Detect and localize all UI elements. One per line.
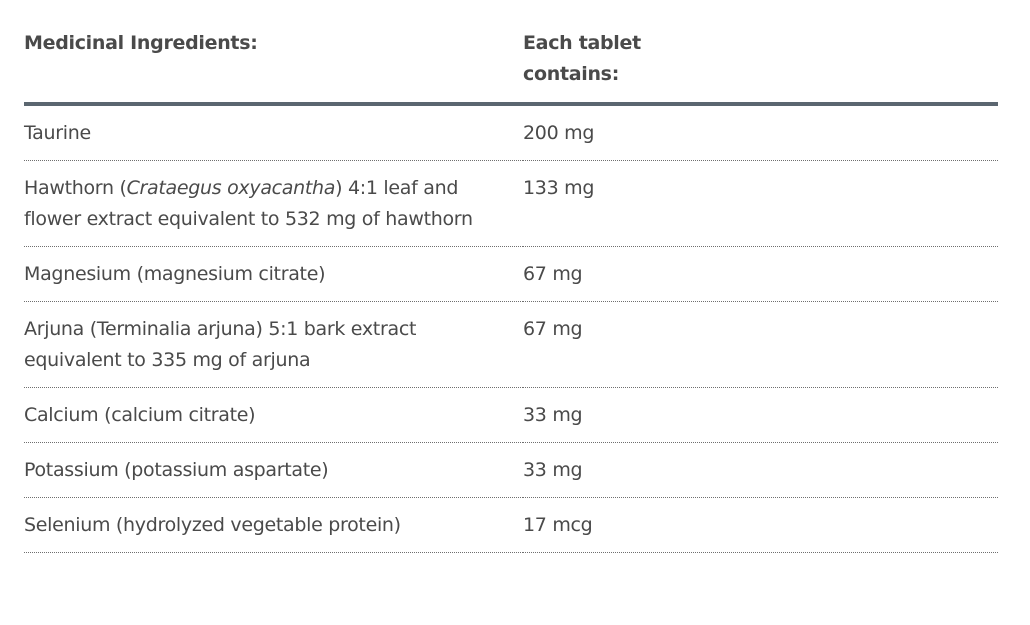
ingredient-text: Crataegus oxyacantha: [126, 177, 336, 199]
amount-cell: 200 mg: [523, 104, 998, 161]
ingredient-text: ) 4:1 leaf and flower extract equivalent…: [24, 177, 473, 230]
ingredient-cell: Calcium (calcium citrate): [24, 387, 523, 443]
ingredient-cell: Potassium (potassium aspartate): [24, 442, 523, 498]
amount-cell: 67 mg: [523, 246, 998, 302]
ingredient-cell: Taurine: [24, 104, 523, 161]
table-row: Hawthorn (Crataegus oxyacantha) 4:1 leaf…: [24, 160, 998, 247]
ingredient-text: Arjuna (Terminalia arjuna) 5:1 bark extr…: [24, 318, 417, 371]
amount-cell: 33 mg: [523, 442, 998, 498]
table-row: Taurine 200 mg: [24, 104, 998, 161]
ingredient-cell: Arjuna (Terminalia arjuna) 5:1 bark extr…: [24, 301, 523, 388]
table-row: Calcium (calcium citrate) 33 mg: [24, 387, 998, 443]
header-row: Medicinal Ingredients: Each tablet conta…: [24, 28, 998, 106]
amount-cell: 33 mg: [523, 387, 998, 443]
amount-cell: 67 mg: [523, 301, 998, 388]
ingredient-text: Taurine: [24, 122, 91, 144]
ingredient-cell: Hawthorn (Crataegus oxyacantha) 4:1 leaf…: [24, 160, 523, 247]
header-ingredient: Medicinal Ingredients:: [24, 28, 523, 106]
table-row: Selenium (hydrolyzed vegetable protein) 1…: [24, 497, 998, 553]
ingredient-text: Magnesium (magnesium citrate): [24, 263, 326, 285]
header-amount: Each tablet contains:: [523, 28, 998, 106]
table-row: Magnesium (magnesium citrate) 67 mg: [24, 246, 998, 302]
table-row: Arjuna (Terminalia arjuna) 5:1 bark extr…: [24, 301, 998, 388]
amount-cell: 133 mg: [523, 160, 998, 247]
table-row: Potassium (potassium aspartate) 33 mg: [24, 442, 998, 498]
ingredient-text: Calcium (calcium citrate): [24, 404, 256, 426]
ingredients-table: Medicinal Ingredients: Each tablet conta…: [24, 28, 998, 553]
ingredient-cell: Selenium (hydrolyzed vegetable protein): [24, 497, 523, 553]
ingredient-cell: Magnesium (magnesium citrate): [24, 246, 523, 302]
ingredient-text: Potassium (potassium aspartate): [24, 459, 329, 481]
ingredient-text: Hawthorn (: [24, 177, 127, 199]
ingredient-text: Selenium (hydrolyzed vegetable protein): [24, 514, 401, 536]
amount-cell: 17 mcg: [523, 497, 998, 553]
